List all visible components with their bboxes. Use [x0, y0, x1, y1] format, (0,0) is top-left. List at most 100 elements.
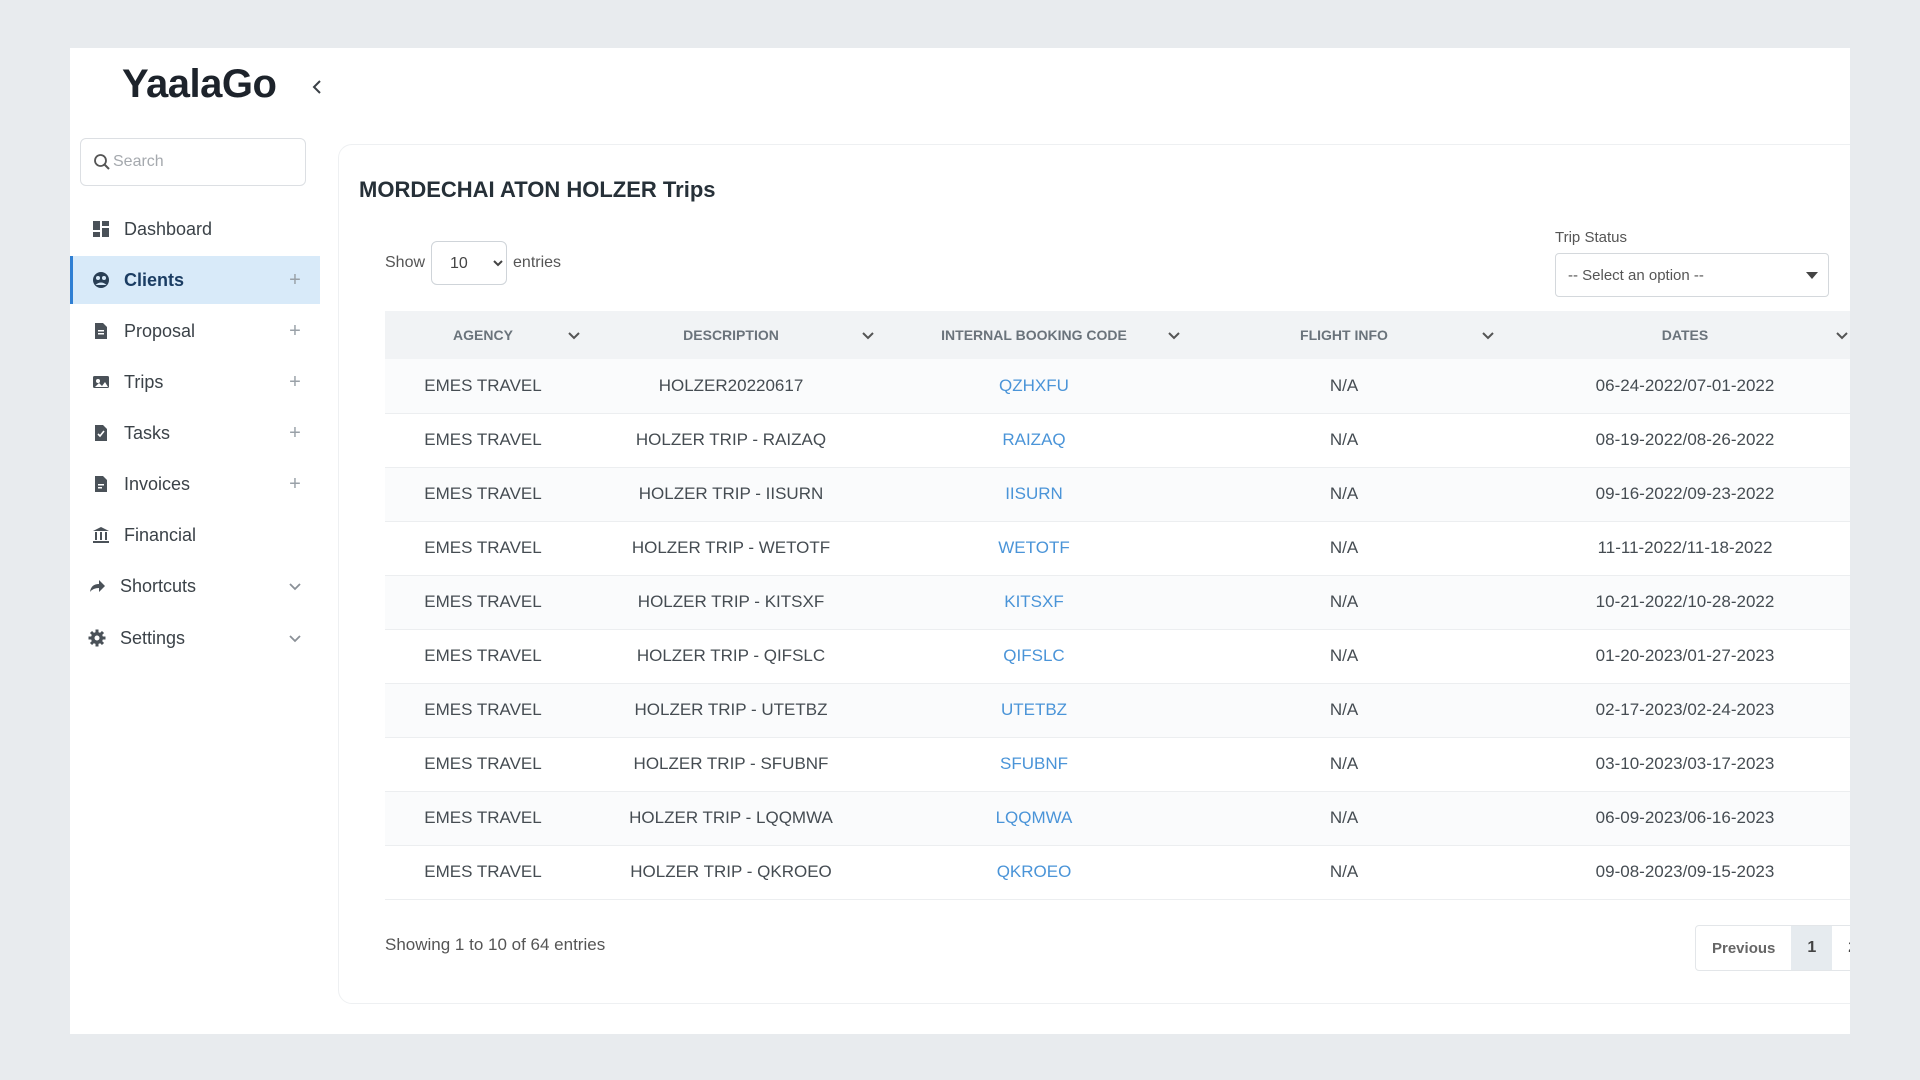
cell-flight-info: N/A [1329, 538, 1359, 557]
column-header-internal-booking-code[interactable]: INTERNAL BOOKING CODE [881, 311, 1187, 359]
cell-agency: EMES TRAVEL [424, 862, 542, 881]
sidebar-item-financial[interactable]: Financial [70, 511, 320, 559]
cell-flight-info: N/A [1329, 808, 1359, 827]
sidebar-item-label: Shortcuts [120, 575, 197, 596]
booking-code-link[interactable]: QKROEO [996, 862, 1072, 881]
sort-chevron-icon [1482, 332, 1494, 340]
trip-status-label: Trip Status [1555, 229, 1627, 246]
bank-icon [93, 527, 109, 543]
table-row: EMES TRAVEL HOLZER TRIP - WETOTF WETOTF N/A… [385, 521, 1850, 575]
cell-dates: 08-19-2022/08-26-2022 [1595, 430, 1775, 449]
sidebar-item-invoices[interactable]: Invoices + [70, 460, 320, 508]
cell-description: HOLZER20220617 [658, 375, 804, 395]
sidebar-item-label: Invoices [124, 473, 191, 494]
cell-description: HOLZER TRIP - IISURN [638, 484, 824, 503]
cell-booking-code: QIFSLC [881, 629, 1187, 683]
cell-agency: EMES TRAVEL [424, 538, 542, 557]
trip-status-select[interactable]: -- Select an option -- [1555, 253, 1829, 297]
chevron-down-icon [289, 635, 301, 643]
cell-dates: 06-24-2022/07-01-2022 [1595, 375, 1775, 395]
tasks-icon [95, 425, 107, 441]
cell-description: HOLZER TRIP - LQQMWA [629, 808, 833, 827]
cell-dates: 11-11-2022/11-18-2022 [1597, 538, 1773, 557]
sidebar-item-dashboard[interactable]: Dashboard [70, 205, 320, 253]
cell-booking-code: QZHXFU [881, 359, 1187, 413]
caret-down-icon [1806, 272, 1818, 279]
booking-code-link[interactable]: IISURN [1005, 484, 1063, 503]
cell-booking-code: KITSXF [881, 575, 1187, 629]
search-input[interactable] [113, 140, 299, 184]
booking-code-link[interactable]: UTETBZ [1000, 700, 1068, 719]
show-entries-control: Show 10 entries [385, 241, 561, 285]
pagination: Previous 1 2 3 [1695, 925, 1850, 971]
previous-page-button[interactable]: Previous [1712, 939, 1776, 957]
search-icon [94, 154, 110, 170]
booking-code-link[interactable]: LQQMWA [995, 808, 1073, 827]
table-info: Showing 1 to 10 of 64 entries [385, 935, 606, 954]
booking-code-link[interactable]: QZHXFU [999, 375, 1069, 395]
sidebar-item-tasks[interactable]: Tasks + [70, 409, 320, 457]
sidebar-item-label: Financial [124, 524, 197, 545]
cell-flight-info: N/A [1329, 592, 1359, 611]
cell-agency: EMES TRAVEL [424, 646, 542, 665]
chevron-left-icon [312, 80, 321, 94]
sidebar-item-shortcuts[interactable]: Shortcuts [70, 562, 320, 610]
cell-description: HOLZER TRIP - RAIZAQ [635, 430, 827, 449]
booking-code-link[interactable]: SFUBNF [1000, 754, 1068, 773]
page-title: MORDECHAI ATON HOLZER Trips [359, 177, 716, 202]
app-logo: YaalaGo [122, 62, 277, 106]
entries-label: entries [513, 254, 562, 271]
add-proposal-button[interactable]: + [289, 319, 301, 342]
cell-flight-info: N/A [1329, 430, 1359, 449]
trips-table: AGENCY DESCRIPTION INTERNAL BOOKING CODE… [385, 311, 1850, 900]
cell-agency: EMES TRAVEL [424, 375, 542, 395]
trip-status-value: -- Select an option -- [1568, 267, 1704, 284]
cell-dates: 01-20-2023/01-27-2023 [1595, 646, 1775, 665]
cell-booking-code: RAIZAQ [881, 413, 1187, 467]
clients-icon [93, 272, 109, 288]
add-trip-button[interactable]: + [289, 370, 301, 393]
sidebar-item-trips[interactable]: Trips + [70, 358, 320, 406]
sidebar-item-settings[interactable]: Settings [70, 614, 320, 662]
cell-dates: 10-21-2022/10-28-2022 [1595, 592, 1775, 611]
table-row: EMES TRAVEL HOLZER TRIP - QKROEO QKROEO N/A… [385, 845, 1850, 899]
booking-code-link[interactable]: QIFSLC [1003, 646, 1065, 665]
cell-description: HOLZER TRIP - UTETBZ [634, 700, 828, 719]
table-row: EMES TRAVEL HOLZER TRIP - QIFSLC QIFSLC N/A… [385, 629, 1850, 683]
cell-booking-code: QKROEO [881, 845, 1187, 899]
cell-flight-info: N/A [1329, 700, 1359, 719]
column-header-agency[interactable]: AGENCY [385, 311, 581, 359]
booking-code-link[interactable]: KITSXF [1004, 592, 1064, 611]
table-header-row: AGENCY DESCRIPTION INTERNAL BOOKING CODE… [385, 311, 1850, 359]
page-button-2[interactable]: 2 [1832, 926, 1850, 970]
cell-booking-code: WETOTF [881, 521, 1187, 575]
search-box [80, 138, 306, 186]
trips-card: MORDECHAI ATON HOLZER Trips Show 10 entr… [338, 144, 1850, 1004]
add-task-button[interactable]: + [289, 421, 301, 444]
column-header-dates[interactable]: DATES [1501, 311, 1850, 359]
page-button-1[interactable]: 1 [1791, 926, 1833, 970]
sidebar-item-label: Tasks [124, 422, 171, 443]
column-header-description[interactable]: DESCRIPTION [581, 311, 881, 359]
app-window: YaalaGo Dashboard Clients + Proposal + [70, 48, 1850, 1034]
cell-booking-code: LQQMWA [881, 791, 1187, 845]
proposal-icon [95, 323, 107, 339]
column-header-flight-info[interactable]: FLIGHT INFO [1187, 311, 1501, 359]
add-client-button[interactable]: + [289, 268, 301, 291]
sort-chevron-icon [1836, 332, 1848, 340]
add-invoice-button[interactable]: + [289, 472, 301, 495]
collapse-sidebar-button[interactable] [306, 72, 328, 102]
booking-code-link[interactable]: WETOTF [998, 538, 1070, 557]
table-row: EMES TRAVEL HOLZER TRIP - IISURN IISURN N/A… [385, 467, 1850, 521]
sort-chevron-icon [862, 332, 874, 340]
table-row: EMES TRAVEL HOLZER TRIP - KITSXF KITSXF N/A… [385, 575, 1850, 629]
booking-code-link[interactable]: RAIZAQ [1002, 430, 1066, 449]
cell-description: HOLZER TRIP - SFUBNF [633, 754, 829, 773]
sidebar-item-proposal[interactable]: Proposal + [70, 307, 320, 355]
trips-table-wrapper: AGENCY DESCRIPTION INTERNAL BOOKING CODE… [385, 311, 1850, 900]
cell-dates: 03-10-2023/03-17-2023 [1595, 754, 1775, 773]
sort-chevron-icon [568, 332, 580, 340]
sidebar-item-clients[interactable]: Clients + [70, 256, 320, 304]
entries-select[interactable]: 10 [431, 241, 508, 285]
cell-flight-info: N/A [1329, 862, 1359, 881]
